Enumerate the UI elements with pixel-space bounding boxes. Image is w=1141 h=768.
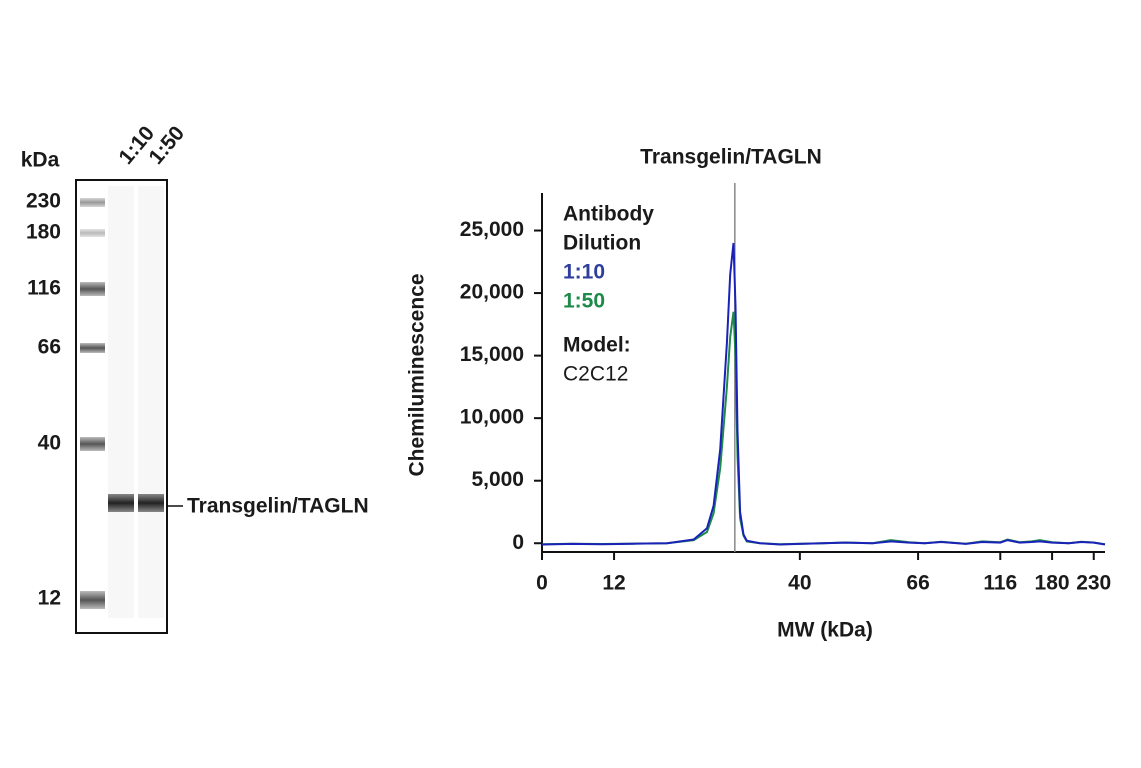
y-axis-label: Chemiluminescence: [406, 273, 429, 476]
x-tick-label: 116: [983, 572, 1017, 595]
ladder-band: [80, 229, 105, 237]
lane: [138, 186, 164, 618]
ladder-band: [80, 343, 105, 353]
lane-label: 1:50: [144, 122, 189, 169]
y-tick-label: 25,000: [460, 218, 524, 241]
legend-entry: 1:10: [563, 261, 605, 284]
y-tick-label: 15,000: [460, 343, 524, 366]
x-tick-label: 230: [1076, 572, 1111, 595]
mw-label: 66: [38, 336, 61, 359]
x-tick-label: 12: [602, 572, 625, 595]
legend-entry: 1:50: [563, 290, 605, 313]
series-line: [541, 242, 1106, 546]
ladder-band: [80, 437, 105, 451]
mw-label: 40: [38, 432, 61, 455]
y-tick-label: 20,000: [460, 281, 524, 304]
x-tick-label: 180: [1035, 572, 1070, 595]
mw-label: 116: [27, 277, 61, 300]
band-label: Transgelin/TAGLN: [187, 495, 369, 518]
legend-title: Antibody: [563, 203, 654, 226]
ladder-band: [80, 591, 105, 609]
ladder-band: [80, 198, 105, 207]
annotation: C2C12: [563, 363, 628, 386]
ladder-band: [80, 282, 105, 296]
lane: [108, 186, 134, 618]
chart-title: Transgelin/TAGLN: [640, 146, 822, 169]
mw-label: 180: [26, 221, 61, 244]
sample-band: [138, 494, 164, 512]
x-axis-label: MW (kDa): [777, 619, 873, 642]
unit-label: kDa: [21, 149, 60, 172]
x-tick-label: 66: [906, 572, 929, 595]
y-tick-label: 5,000: [471, 468, 524, 491]
mw-label: 230: [26, 190, 61, 213]
mw-label: 12: [38, 587, 61, 610]
x-tick-label: 40: [788, 572, 811, 595]
y-tick-label: 10,000: [460, 406, 524, 429]
y-tick-label: 0: [512, 531, 524, 554]
sample-band: [108, 494, 134, 512]
annotation: Model:: [563, 334, 631, 357]
blot: kDa 1:10 1:50 230 180 116 66 40 12 Trans…: [21, 122, 369, 634]
legend-title: Dilution: [563, 232, 641, 255]
x-tick-label: 0: [536, 572, 548, 595]
chart: Transgelin/TAGLN MW (kDa) Chemiluminesce…: [406, 146, 1112, 642]
